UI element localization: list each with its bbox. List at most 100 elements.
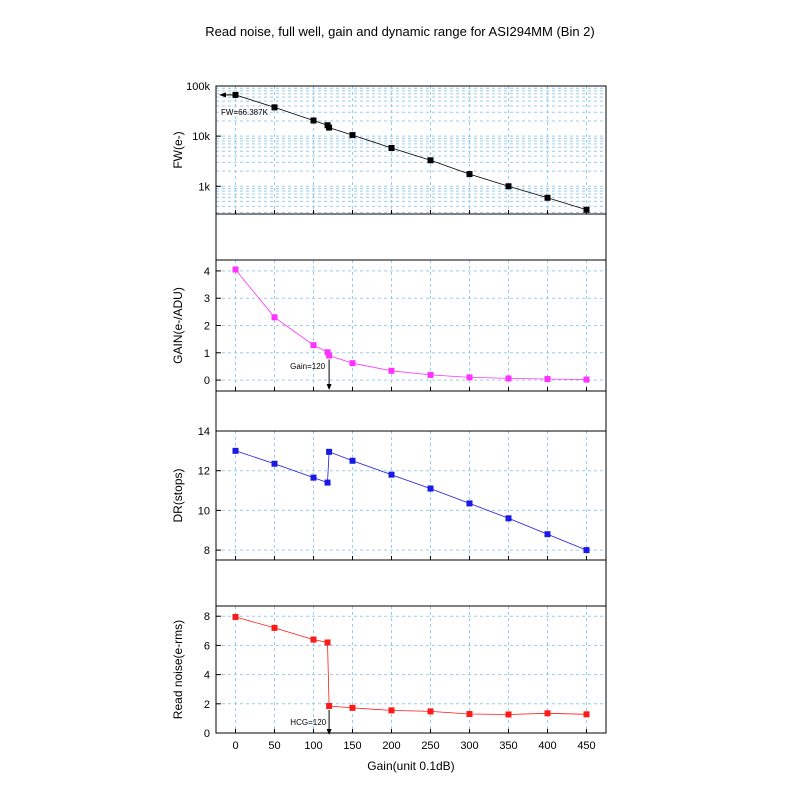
y-tick-label: 14: [198, 426, 210, 438]
gain-marker: [505, 375, 512, 382]
y-tick-label: 4: [204, 266, 210, 278]
gain-marker: [427, 371, 434, 378]
y-tick-label: 0: [204, 728, 210, 740]
y-tick-label: 8: [204, 611, 210, 623]
read-noise-marker: [349, 704, 356, 711]
series-line: [235, 450, 587, 551]
y-tick-label: 10k: [192, 131, 210, 143]
y-tick-label: 3: [204, 293, 210, 305]
x-tick-label: 150: [343, 740, 361, 752]
gain-marker: [466, 374, 473, 381]
dr-marker: [466, 500, 473, 507]
dr-marker: [349, 457, 356, 464]
series-line: [235, 269, 587, 380]
fw-marker: [388, 145, 395, 152]
gain-marker: [232, 266, 239, 273]
dr-marker: [324, 479, 331, 486]
fw-annotation: FW=66.387K: [221, 108, 269, 117]
y-tick-label: 8: [204, 545, 210, 557]
y-tick-label: 12: [198, 466, 210, 478]
y-tick-label: 0: [204, 375, 210, 387]
read-noise-marker: [310, 636, 317, 643]
read-noise-marker: [466, 711, 473, 718]
panel-4: 0 2 4 6 8 Read noise(e-rms) HCG=120 0 50 100 150 20…: [171, 605, 607, 773]
read-noise-marker: [427, 708, 434, 715]
y-tick-label: 10: [198, 505, 210, 517]
fw-marker: [466, 171, 473, 178]
series-line: [235, 94, 587, 211]
y-axis-label: DR(stops): [171, 468, 185, 522]
series-line: [235, 616, 587, 715]
fw-marker: [427, 157, 434, 164]
fw-marker: [505, 183, 512, 190]
fw-marker: [544, 194, 551, 201]
annotation-arrowhead: [219, 92, 226, 98]
read-noise-marker: [326, 702, 333, 709]
x-tick-label: 100: [304, 740, 322, 752]
dr-marker: [388, 471, 395, 478]
plot-frame: [215, 430, 607, 561]
hcg-annotation: HCG=120: [290, 718, 326, 727]
dr-marker: [427, 485, 434, 492]
dr-marker: [271, 460, 278, 467]
y-tick-label: 100k: [186, 81, 210, 93]
panel-2: 0 1 2 3 4 GAIN(e-/ADU) Gain=120: [171, 259, 607, 392]
dr-marker: [326, 448, 333, 455]
gain-marker: [544, 375, 551, 382]
read-noise-marker: [544, 710, 551, 717]
y-tick-label: 4: [204, 670, 210, 682]
panel-3: 8 10 12 14 DR(stops): [171, 426, 607, 561]
fw-marker: [326, 124, 333, 131]
gain-marker: [583, 376, 590, 383]
annotation-arrowhead: [326, 384, 332, 390]
y-tick-label: 1: [204, 348, 210, 360]
read-noise-marker: [388, 707, 395, 714]
dr-marker: [544, 531, 551, 538]
gain-annotation: Gain=120: [290, 362, 325, 371]
plot-frame: [215, 85, 607, 215]
dr-marker: [310, 474, 317, 481]
x-tick-label: 450: [577, 740, 595, 752]
plot-frame: [215, 605, 607, 734]
gain-marker: [310, 342, 317, 349]
dr-marker: [583, 547, 590, 554]
x-tick-label: 50: [268, 740, 280, 752]
x-tick-label: 0: [232, 740, 238, 752]
dr-marker: [232, 447, 239, 454]
x-tick-label: 300: [460, 740, 478, 752]
gain-marker: [324, 349, 331, 356]
gain-marker: [326, 352, 333, 359]
separator-box: [215, 213, 607, 261]
read-noise-marker: [324, 639, 331, 646]
read-noise-marker: [583, 711, 590, 718]
y-tick-label: 2: [204, 321, 210, 333]
y-axis-label: FW(e-): [171, 131, 185, 168]
fw-marker: [583, 206, 590, 213]
x-axis-label: Gain(unit 0.1dB): [367, 759, 454, 773]
y-axis-label: Read noise(e-rms): [171, 620, 185, 719]
gain-marker: [388, 367, 395, 374]
separator-box: [215, 390, 607, 432]
y-tick-label: 2: [204, 699, 210, 711]
y-tick-label: 6: [204, 640, 210, 652]
x-tick-label: 200: [382, 740, 400, 752]
read-noise-marker: [271, 624, 278, 631]
y-axis-label: GAIN(e-/ADU): [171, 287, 185, 364]
gain-marker: [349, 360, 356, 367]
read-noise-marker: [505, 711, 512, 718]
annotation-arrowhead: [326, 729, 332, 735]
y-tick-label: 1k: [198, 181, 210, 193]
fw-marker: [310, 117, 317, 124]
gain-marker: [271, 314, 278, 321]
fw-marker: [349, 132, 356, 139]
chart-title: Read noise, full well, gain and dynamic …: [205, 24, 595, 39]
x-tick-label: 350: [499, 740, 517, 752]
panel-1: 1k 10k 100k FW(e-) FW=66.387K: [171, 81, 607, 215]
x-tick-label: 400: [538, 740, 556, 752]
dr-marker: [505, 515, 512, 522]
x-tick-label: 250: [421, 740, 439, 752]
fw-marker: [232, 91, 239, 98]
fw-marker: [271, 104, 278, 111]
read-noise-marker: [232, 613, 239, 620]
